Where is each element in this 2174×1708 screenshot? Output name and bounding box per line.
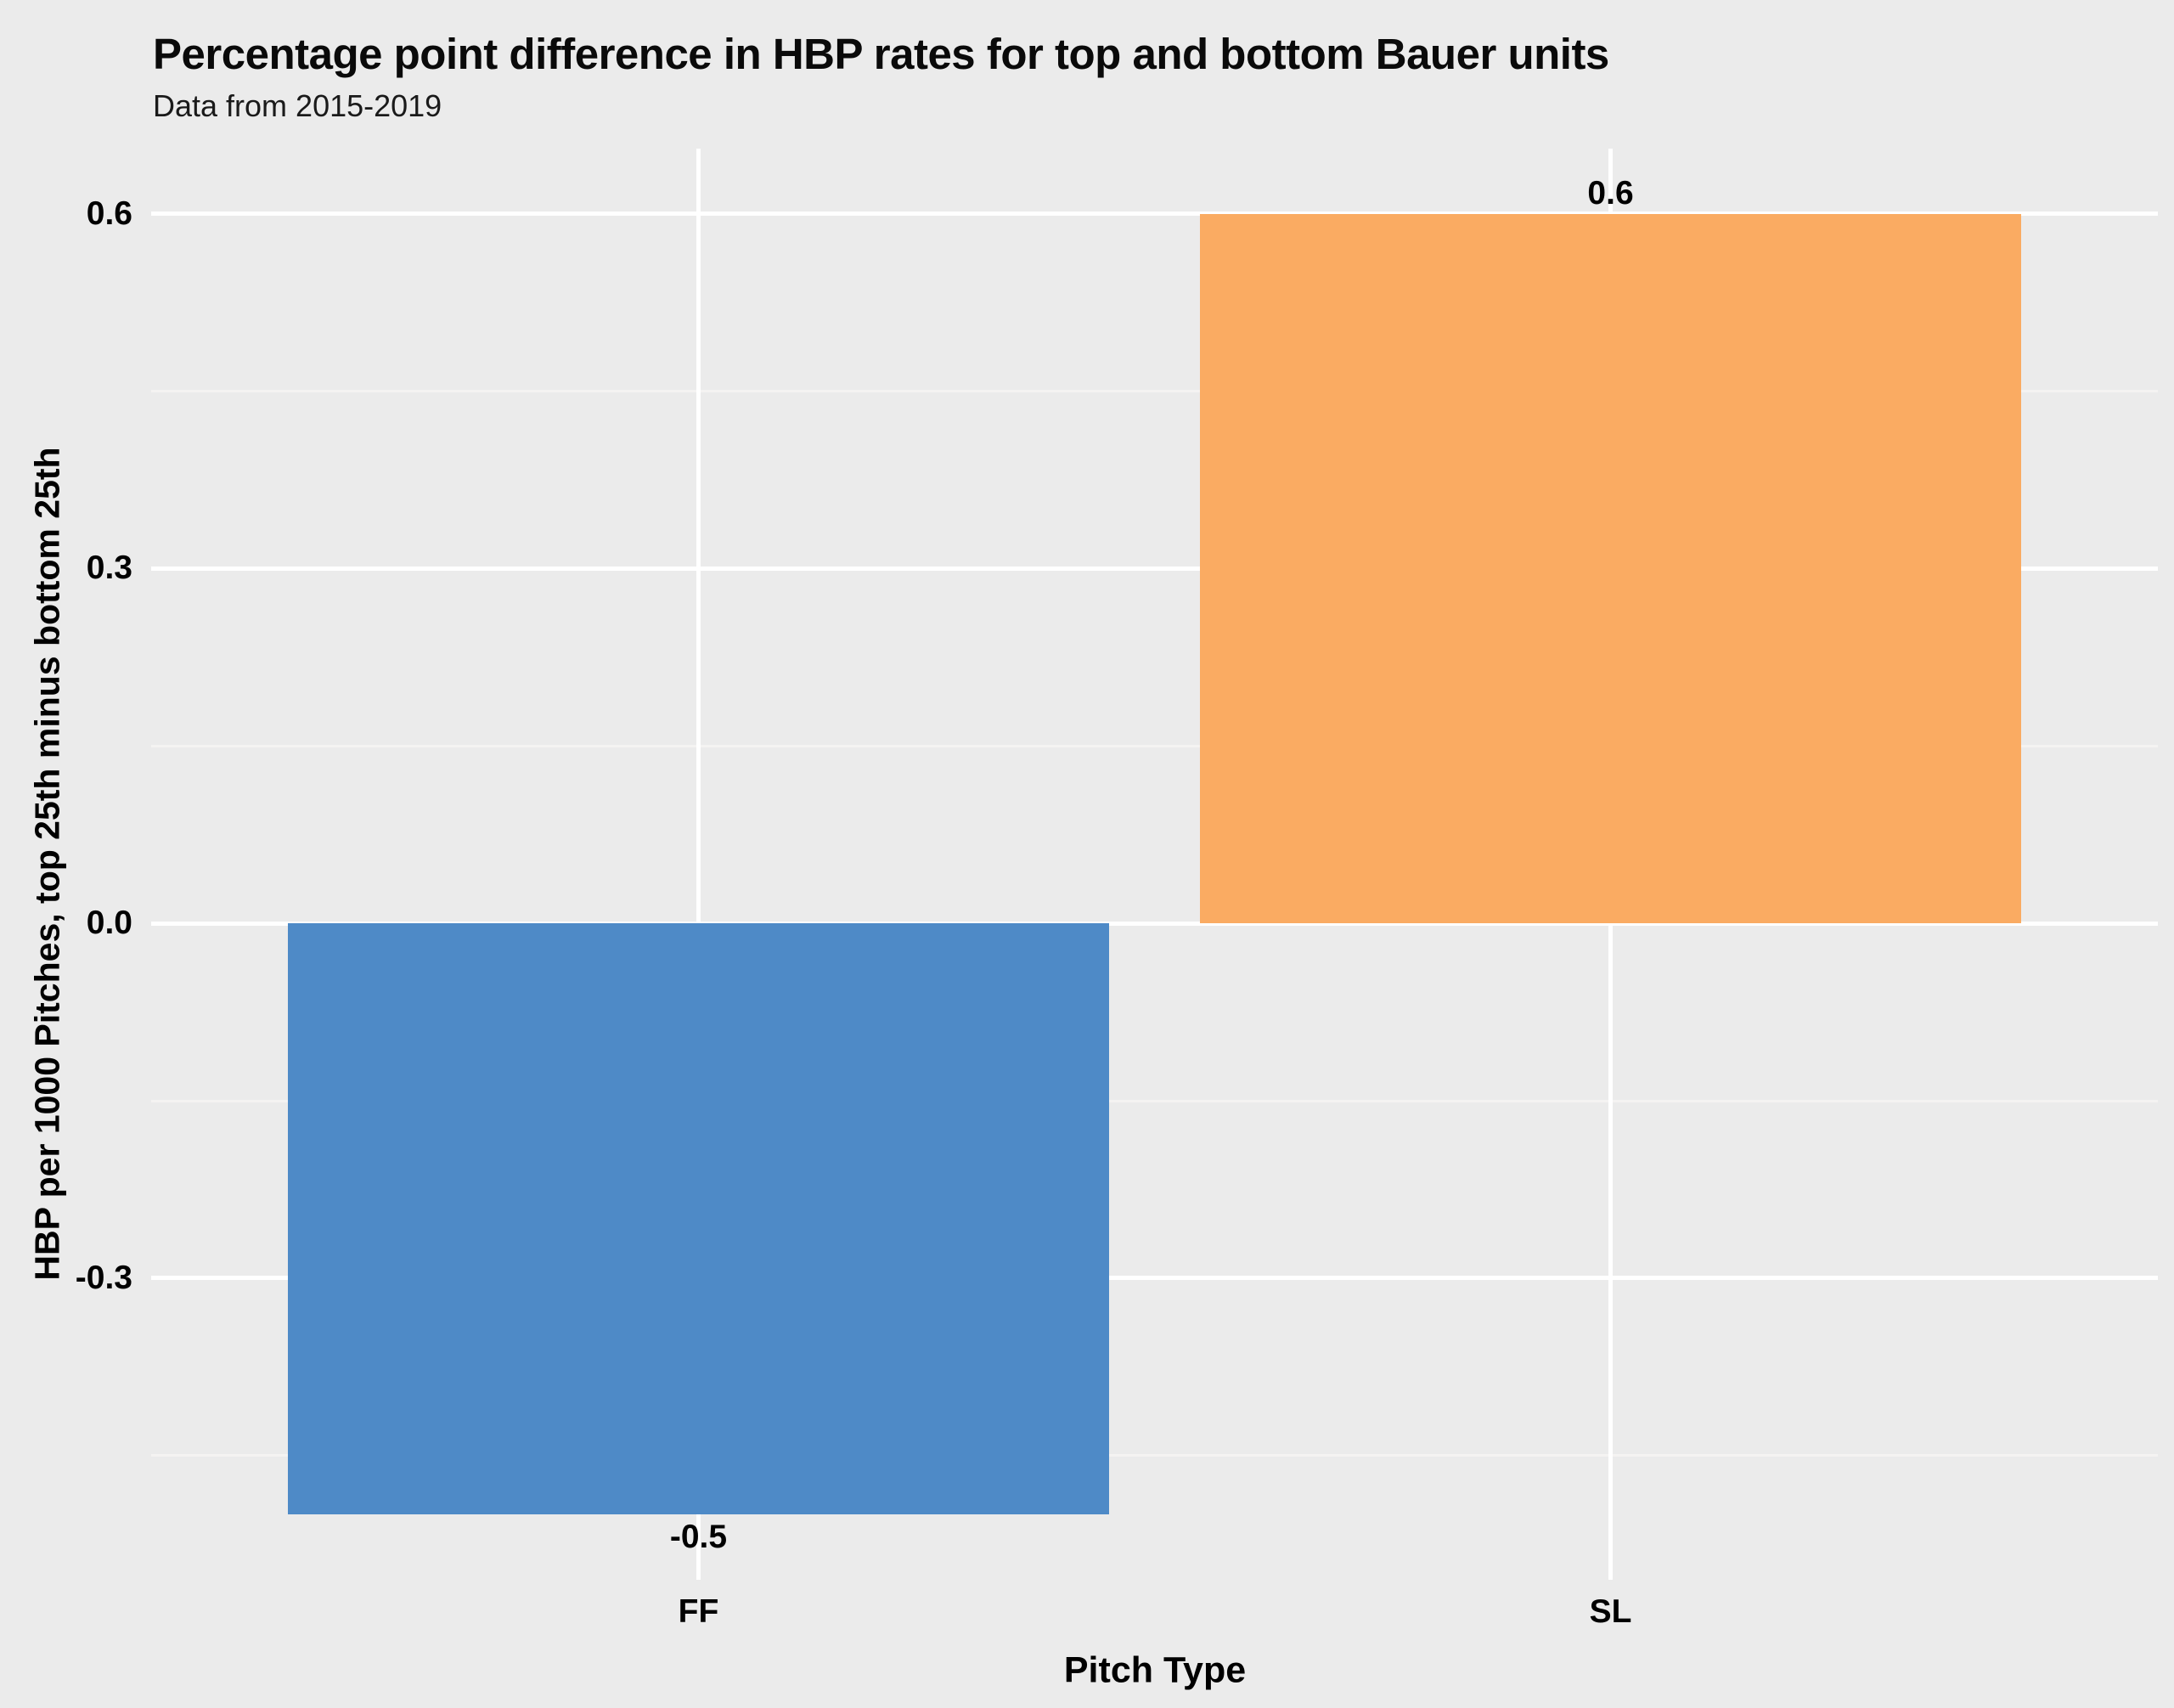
gridline-minor-horizontal bbox=[151, 1099, 2158, 1102]
gridline-minor-horizontal bbox=[151, 744, 2158, 747]
x-tick-label: FF bbox=[678, 1593, 719, 1630]
gridline-major-vertical bbox=[696, 149, 701, 1580]
plot-panel: -0.5 0.6 bbox=[151, 149, 2158, 1580]
y-tick-label: 0.3 bbox=[86, 550, 132, 587]
y-tick-label: 0.6 bbox=[86, 194, 132, 232]
bar-value-label: 0.6 bbox=[1587, 174, 1634, 211]
gridline-major-horizontal bbox=[151, 211, 2158, 217]
gridline-major-horizontal bbox=[151, 1276, 2158, 1281]
chart-title: Percentage point difference in HBP rates… bbox=[153, 30, 1609, 78]
y-tick-label: 0.0 bbox=[86, 905, 132, 942]
x-tick-label: SL bbox=[1589, 1593, 1632, 1630]
bar-value-label: -0.5 bbox=[669, 1519, 728, 1556]
bar-ff bbox=[288, 923, 1109, 1515]
x-axis-title: Pitch Type bbox=[1063, 1649, 1247, 1691]
gridline-minor-horizontal bbox=[151, 1454, 2158, 1457]
chart-subtitle: Data from 2015-2019 bbox=[153, 88, 442, 123]
gridline-major-horizontal bbox=[151, 566, 2158, 571]
gridline-major-horizontal bbox=[151, 921, 2158, 926]
gridline-minor-horizontal bbox=[151, 389, 2158, 392]
bar-sl bbox=[1200, 213, 2021, 924]
y-tick-label: -0.3 bbox=[75, 1259, 132, 1296]
